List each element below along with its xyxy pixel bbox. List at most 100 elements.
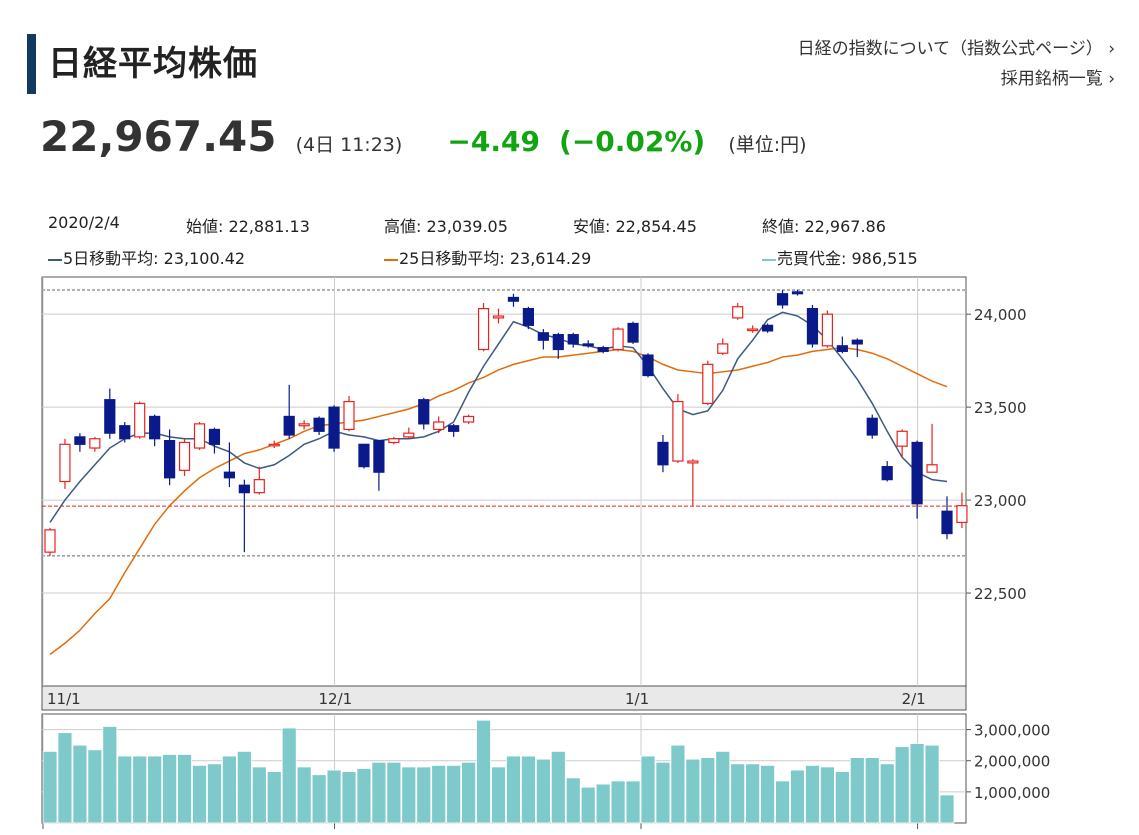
price-tick-label: 23,000 xyxy=(974,492,1027,510)
candle-up xyxy=(492,315,505,319)
title-accent-bar xyxy=(27,34,36,94)
candle-up xyxy=(193,423,206,449)
candle-down xyxy=(373,440,385,473)
candle-down xyxy=(104,399,116,434)
legend-ma25: 25日移動平均: 23,614.29 xyxy=(384,245,591,269)
candle-up xyxy=(702,363,714,405)
ma25-swatch xyxy=(384,258,398,261)
volume-tick-label: 3,000,000 xyxy=(974,722,1050,740)
candle-up xyxy=(134,402,146,438)
volume-bar xyxy=(162,754,178,824)
ma25-line xyxy=(49,346,948,655)
candle-up xyxy=(298,423,310,427)
volume-bar xyxy=(236,750,252,824)
candle-down xyxy=(582,343,594,347)
candle-up xyxy=(732,306,744,319)
candle-down xyxy=(597,347,609,352)
volume-bar xyxy=(72,744,88,824)
candle-up xyxy=(433,421,445,431)
volume-bar xyxy=(775,780,790,824)
candle-down xyxy=(223,471,235,479)
volume-tick-label: 1,000,000 xyxy=(974,784,1050,802)
candle-up xyxy=(612,328,624,351)
quote-timestamp: (4日 11:23) xyxy=(295,134,403,156)
candle-down xyxy=(941,510,953,535)
candle-up xyxy=(821,313,834,347)
turnover-swatch xyxy=(762,258,776,261)
candle-down xyxy=(358,443,370,468)
index-info-link[interactable]: 日経の指数について（指数公式ページ） › xyxy=(797,39,1115,59)
volume-bar xyxy=(266,771,282,824)
volume-bar xyxy=(805,764,820,824)
candle-down xyxy=(74,436,86,445)
legend-turnover: 売買代金: 986,515 xyxy=(762,245,918,269)
volume-bar xyxy=(506,755,521,824)
candle-down xyxy=(567,334,579,345)
candle-down xyxy=(507,296,520,302)
volume-bar xyxy=(371,761,387,824)
candle-down xyxy=(119,425,131,440)
candle-down xyxy=(776,293,789,306)
volume-bar xyxy=(117,755,133,824)
volume-bar xyxy=(655,761,671,824)
candle-down xyxy=(164,440,176,479)
volume-bar xyxy=(610,780,626,824)
volume-bar xyxy=(939,794,955,824)
volume-bar xyxy=(550,750,566,824)
volume-bar xyxy=(221,755,237,824)
legend-turnover-label: 売買代金: 986,515 xyxy=(777,249,918,268)
candle-down xyxy=(208,428,221,445)
volume-bar xyxy=(640,755,656,824)
candle-up xyxy=(896,430,908,447)
ma5-swatch xyxy=(48,258,62,261)
candle-down xyxy=(836,345,848,352)
candle-up xyxy=(747,328,759,332)
info-high: 高値: 23,039.05 xyxy=(384,217,508,236)
volume-bar xyxy=(461,761,477,824)
volume-bar xyxy=(700,757,716,824)
volume-bar xyxy=(715,750,731,824)
volume-bar xyxy=(132,755,148,824)
volume-bar xyxy=(281,727,297,824)
price-change-percent: (−0.02%) xyxy=(559,125,706,158)
x-tick-label: 1/1 xyxy=(625,690,649,708)
volume-bar xyxy=(476,719,491,824)
date-axis-band xyxy=(41,685,967,711)
constituents-link[interactable]: 採用銘柄一覧 › xyxy=(1000,69,1115,89)
price-tick-label: 23,500 xyxy=(974,399,1027,417)
volume-bar xyxy=(625,780,641,824)
candle-down xyxy=(627,322,639,343)
candle-down xyxy=(761,324,774,332)
volume-bar xyxy=(326,769,342,824)
candle-up xyxy=(253,479,265,494)
volume-bar xyxy=(491,766,506,824)
volume-bar xyxy=(416,766,432,824)
candle-up xyxy=(403,432,415,438)
volume-bar xyxy=(864,757,880,824)
candle-down xyxy=(851,339,863,345)
candle-up xyxy=(672,400,684,462)
info-open: 始値: 22,881.13 xyxy=(186,217,310,236)
candle-up xyxy=(178,441,191,471)
volume-bar xyxy=(192,764,207,824)
volume-bar xyxy=(207,763,222,824)
candle-up xyxy=(44,529,56,553)
volume-bar xyxy=(57,732,73,824)
info-close: 終値: 22,967.86 xyxy=(762,217,886,236)
info-low: 安値: 22,854.45 xyxy=(573,217,697,236)
candle-up xyxy=(89,438,101,449)
volume-bar xyxy=(147,755,163,824)
volume-bar xyxy=(730,763,746,824)
volume-bar xyxy=(386,761,402,824)
volume-bar xyxy=(87,749,103,824)
volume-bar xyxy=(879,763,895,824)
candle-up xyxy=(956,505,968,523)
volume-bar xyxy=(894,746,910,824)
volume-bar xyxy=(177,754,192,824)
price-tick-label: 22,500 xyxy=(974,585,1027,603)
top-links: 日経の指数について（指数公式ページ） › 採用銘柄一覧 › xyxy=(798,34,1115,94)
volume-bar xyxy=(834,771,850,824)
x-tick-label: 2/1 xyxy=(902,690,926,708)
price-unit: (単位:円) xyxy=(728,134,807,156)
